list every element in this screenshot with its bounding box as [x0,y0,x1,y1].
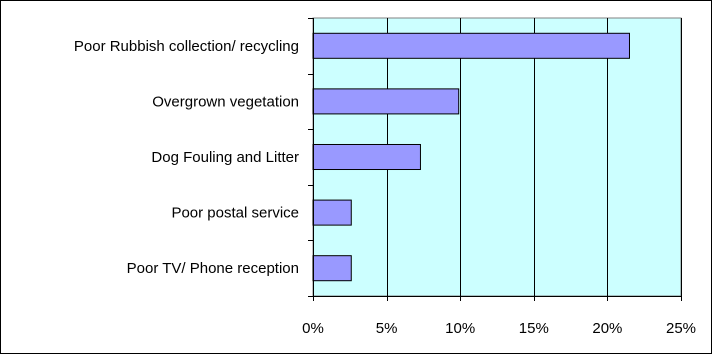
bar [312,32,630,59]
x-tick-label: 15% [519,320,549,337]
category-labels: Poor Rubbish collection/ recycling Overgr… [74,38,299,277]
x-tick-label: 0% [302,320,324,337]
category-label: Poor postal service [171,205,299,222]
bars [312,32,630,282]
bar [312,255,352,282]
category-label: Overgrown vegetation [152,93,299,110]
category-label: Dog Fouling and Litter [151,149,299,166]
x-tick-label: 5% [376,320,398,337]
bar [312,199,352,226]
x-tick-label: 10% [445,320,475,337]
bar [312,143,421,171]
x-tick-label: 25% [666,320,696,337]
x-tick-label: 20% [592,320,622,337]
category-label: Poor Rubbish collection/ recycling [74,38,299,55]
x-tick-labels: 0% 5% 10% 15% 20% 25% [302,320,696,337]
category-label: Poor TV/ Phone reception [127,260,299,277]
y-axis-ticks [308,18,313,297]
bar [312,88,460,115]
